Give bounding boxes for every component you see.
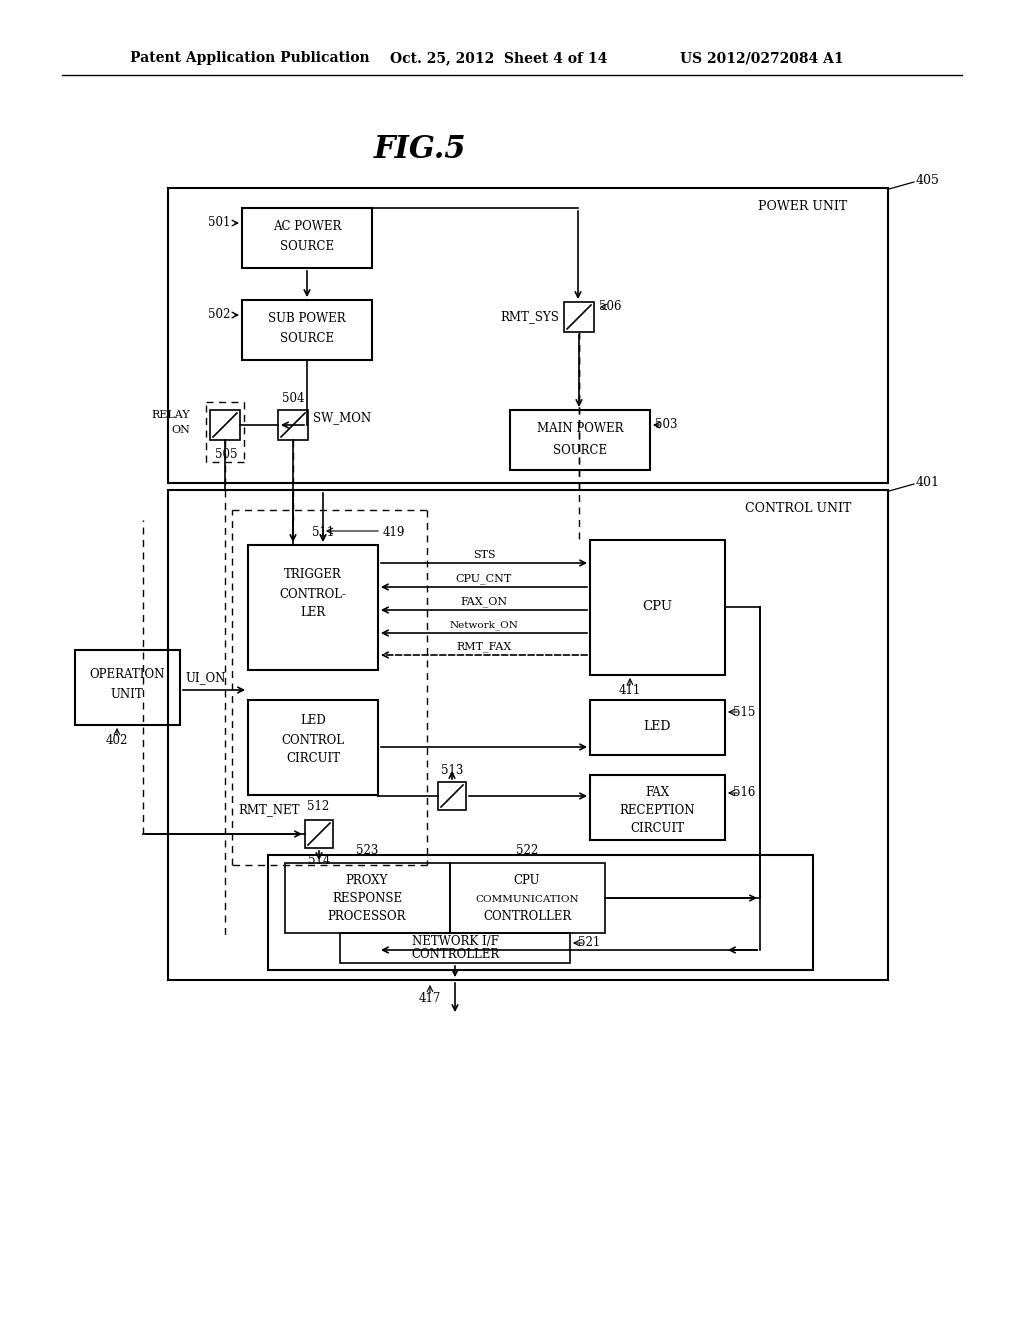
Text: Patent Application Publication: Patent Application Publication — [130, 51, 370, 65]
Text: CONTROL UNIT: CONTROL UNIT — [744, 502, 851, 515]
Bar — [248, 700, 378, 795]
Bar — [168, 490, 888, 979]
Text: UNIT: UNIT — [111, 689, 143, 701]
Text: 505: 505 — [215, 449, 238, 462]
Text: OPERATION: OPERATION — [89, 668, 165, 681]
Bar — [564, 302, 594, 333]
Bar — [75, 649, 180, 725]
Text: SUB POWER: SUB POWER — [268, 312, 346, 325]
Bar — [242, 209, 372, 268]
Text: 417: 417 — [419, 991, 441, 1005]
Text: RMT_FAX: RMT_FAX — [457, 642, 512, 652]
Text: 521: 521 — [578, 936, 600, 949]
Text: 504: 504 — [282, 392, 304, 404]
Bar — [248, 545, 378, 671]
Text: PROCESSOR: PROCESSOR — [328, 911, 407, 924]
Text: AC POWER: AC POWER — [272, 219, 341, 232]
Text: SOURCE: SOURCE — [553, 444, 607, 457]
Text: CPU: CPU — [642, 601, 672, 614]
Text: SW_MON: SW_MON — [313, 412, 371, 425]
Bar — [278, 411, 308, 440]
Bar — [590, 700, 725, 755]
Text: RECEPTION: RECEPTION — [620, 804, 694, 817]
Text: 411: 411 — [618, 684, 641, 697]
Text: PROXY: PROXY — [346, 874, 388, 887]
Text: RMT_NET: RMT_NET — [239, 804, 300, 817]
Text: POWER UNIT: POWER UNIT — [759, 199, 848, 213]
Bar — [590, 540, 725, 675]
Text: 513: 513 — [440, 763, 463, 776]
Text: 515: 515 — [733, 705, 756, 718]
Text: CONTROL: CONTROL — [282, 734, 344, 747]
Text: RMT_SYS: RMT_SYS — [500, 310, 559, 323]
Text: 503: 503 — [655, 418, 678, 432]
Text: CIRCUIT: CIRCUIT — [286, 751, 340, 764]
Text: 514: 514 — [308, 854, 330, 866]
Text: 402: 402 — [105, 734, 128, 747]
Text: RELAY: RELAY — [152, 411, 190, 420]
Text: 511: 511 — [312, 527, 334, 540]
Text: COMMUNICATION: COMMUNICATION — [475, 895, 579, 903]
Bar — [590, 775, 725, 840]
Bar — [340, 933, 570, 964]
Text: STS: STS — [473, 550, 496, 560]
Text: SOURCE: SOURCE — [280, 331, 334, 345]
Bar — [268, 855, 813, 970]
Text: MAIN POWER: MAIN POWER — [537, 421, 624, 434]
Text: SOURCE: SOURCE — [280, 239, 334, 252]
Text: CPU: CPU — [514, 874, 541, 887]
Bar — [285, 863, 450, 933]
Text: CONTROLLER: CONTROLLER — [411, 949, 499, 961]
Text: 516: 516 — [733, 787, 756, 800]
Text: LED: LED — [300, 714, 326, 726]
Text: 419: 419 — [383, 527, 406, 540]
Text: RESPONSE: RESPONSE — [332, 892, 402, 906]
Text: FAX: FAX — [645, 787, 669, 800]
Bar — [450, 863, 605, 933]
Text: US 2012/0272084 A1: US 2012/0272084 A1 — [680, 51, 844, 65]
Text: TRIGGER: TRIGGER — [284, 569, 342, 582]
Text: 502: 502 — [208, 309, 230, 322]
Text: FAX_ON: FAX_ON — [461, 597, 508, 607]
Text: CONTROLLER: CONTROLLER — [483, 911, 571, 924]
Text: Network_ON: Network_ON — [450, 620, 518, 630]
Text: LED: LED — [643, 721, 671, 734]
Text: LER: LER — [300, 606, 326, 619]
Text: 405: 405 — [916, 173, 940, 186]
Text: NETWORK I/F: NETWORK I/F — [412, 935, 499, 948]
Bar — [210, 411, 240, 440]
Text: CIRCUIT: CIRCUIT — [630, 822, 684, 836]
Text: 401: 401 — [916, 475, 940, 488]
Bar — [242, 300, 372, 360]
Text: Oct. 25, 2012  Sheet 4 of 14: Oct. 25, 2012 Sheet 4 of 14 — [390, 51, 607, 65]
Text: CPU_CNT: CPU_CNT — [456, 574, 512, 585]
Text: UI_ON: UI_ON — [185, 672, 225, 685]
Text: 522: 522 — [516, 845, 539, 858]
Text: 523: 523 — [355, 845, 378, 858]
Bar — [438, 781, 466, 810]
Text: 501: 501 — [208, 216, 230, 230]
Bar — [168, 187, 888, 483]
Text: ON: ON — [171, 425, 190, 436]
Text: 506: 506 — [599, 301, 622, 314]
Text: CONTROL-: CONTROL- — [280, 589, 346, 602]
Bar — [305, 820, 333, 847]
Text: FIG.5: FIG.5 — [374, 135, 466, 165]
Bar — [510, 411, 650, 470]
Text: 512: 512 — [307, 800, 329, 813]
